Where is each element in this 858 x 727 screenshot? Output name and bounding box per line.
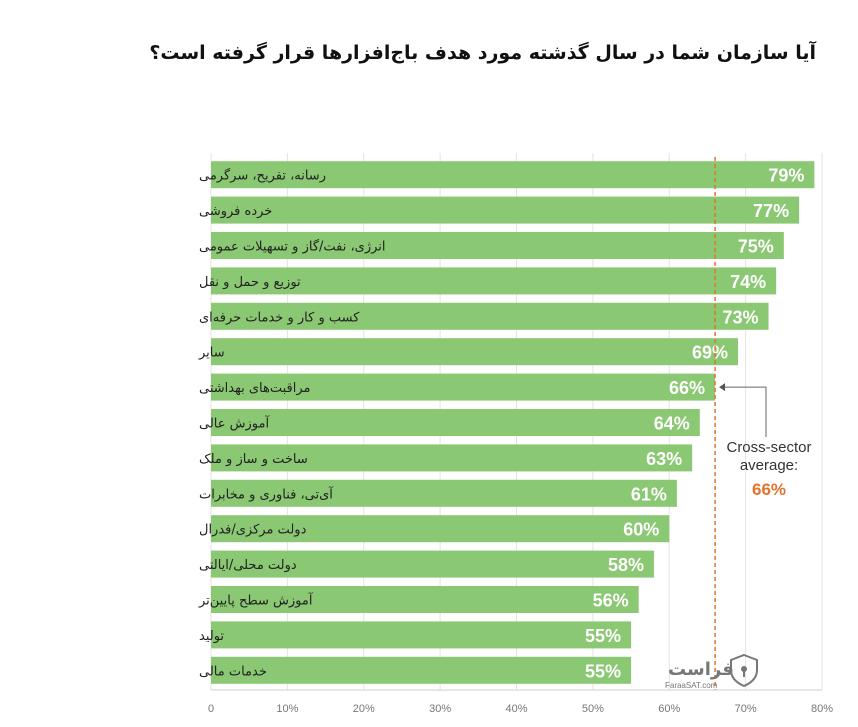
chart-title: آیا سازمان شما در سال گذشته مورد هدف باج… — [149, 42, 816, 64]
x-tick-label: 0 — [208, 703, 214, 715]
value-label: 79% — [768, 166, 804, 186]
category-label: خرده فروشی — [199, 204, 272, 219]
value-label: 55% — [585, 626, 621, 646]
bar — [211, 586, 639, 613]
category-label: دولت مرکزی/فدرال — [199, 523, 307, 538]
value-label: 66% — [669, 378, 705, 398]
annotation-label-line-1: Cross-sector — [726, 439, 811, 456]
category-label: تولید — [199, 629, 224, 644]
x-tick-label: 20% — [353, 703, 375, 715]
x-tick-label: 60% — [658, 703, 680, 715]
x-tick-label: 10% — [276, 703, 298, 715]
category-label: خدمات مالی — [199, 664, 267, 679]
category-label: مراقبت‌های بهداشتی — [199, 381, 310, 396]
value-label: 75% — [738, 237, 774, 257]
x-tick-label: 50% — [582, 703, 604, 715]
category-label: انرژی، نفت/گاز و تسهیلات عمومی — [199, 239, 386, 255]
value-label: 58% — [608, 555, 644, 575]
bar — [211, 444, 693, 472]
shield-icon — [730, 653, 758, 688]
value-label: 64% — [654, 414, 690, 434]
bar — [211, 232, 784, 259]
x-tick-label: 70% — [735, 703, 757, 715]
value-label: 60% — [623, 520, 659, 540]
bar — [211, 479, 677, 507]
bar — [211, 267, 777, 295]
category-label: آی‌تی، فناوری و مخابرات — [199, 485, 334, 502]
bars: رسانه، تفریح، سرگرمی 79% خرده فروشی 77% انرژ… — [198, 161, 815, 684]
category-label: رسانه، تفریح، سرگرمی — [199, 168, 326, 184]
value-label: 61% — [631, 484, 667, 504]
bar — [211, 656, 632, 684]
category-label: ساخت و ساز و ملک — [199, 452, 308, 467]
category-label: توزیع و حمل و نقل — [199, 275, 301, 290]
bar — [211, 409, 700, 436]
bar — [211, 515, 670, 543]
annotation-arrowhead — [719, 383, 726, 392]
x-tick-label: 30% — [429, 703, 451, 715]
bar — [211, 338, 738, 366]
shield-outline — [730, 653, 758, 688]
bar — [211, 302, 769, 330]
annotation-value: 66% — [752, 480, 786, 499]
bar — [211, 196, 800, 224]
annotation-label-line-2: average: — [740, 457, 798, 474]
watermark-text: فراست — [668, 659, 734, 680]
x-tick-label: 80% — [811, 703, 833, 715]
category-label: آموزش سطح پایین‌تر — [198, 592, 314, 609]
category-label: سایر — [198, 346, 225, 361]
shield-keyhole-stem — [743, 670, 745, 677]
value-label: 74% — [730, 272, 766, 292]
bar — [211, 373, 716, 401]
watermark-subtext: FaraaSAT.com — [665, 681, 718, 690]
bar — [211, 550, 654, 578]
category-label: آموزش عالی — [199, 415, 270, 432]
value-label: 73% — [723, 307, 759, 327]
bar — [211, 621, 632, 649]
value-label: 77% — [753, 201, 789, 221]
x-axis: 0 10% 20% 30% 40% 50% 60% 70% 80% — [208, 689, 833, 715]
bar — [211, 161, 815, 189]
value-label: 63% — [646, 449, 682, 469]
x-tick-label: 40% — [505, 703, 527, 715]
value-label: 56% — [593, 591, 629, 611]
category-label: کسب و کار و خدمات حرفه‌ای — [199, 310, 360, 325]
value-label: 69% — [692, 343, 728, 363]
annotation-connector — [721, 386, 767, 437]
shield-keyhole — [741, 666, 747, 672]
value-label: 55% — [585, 661, 621, 681]
category-label: دولت محلی/ایالتی — [199, 558, 297, 573]
